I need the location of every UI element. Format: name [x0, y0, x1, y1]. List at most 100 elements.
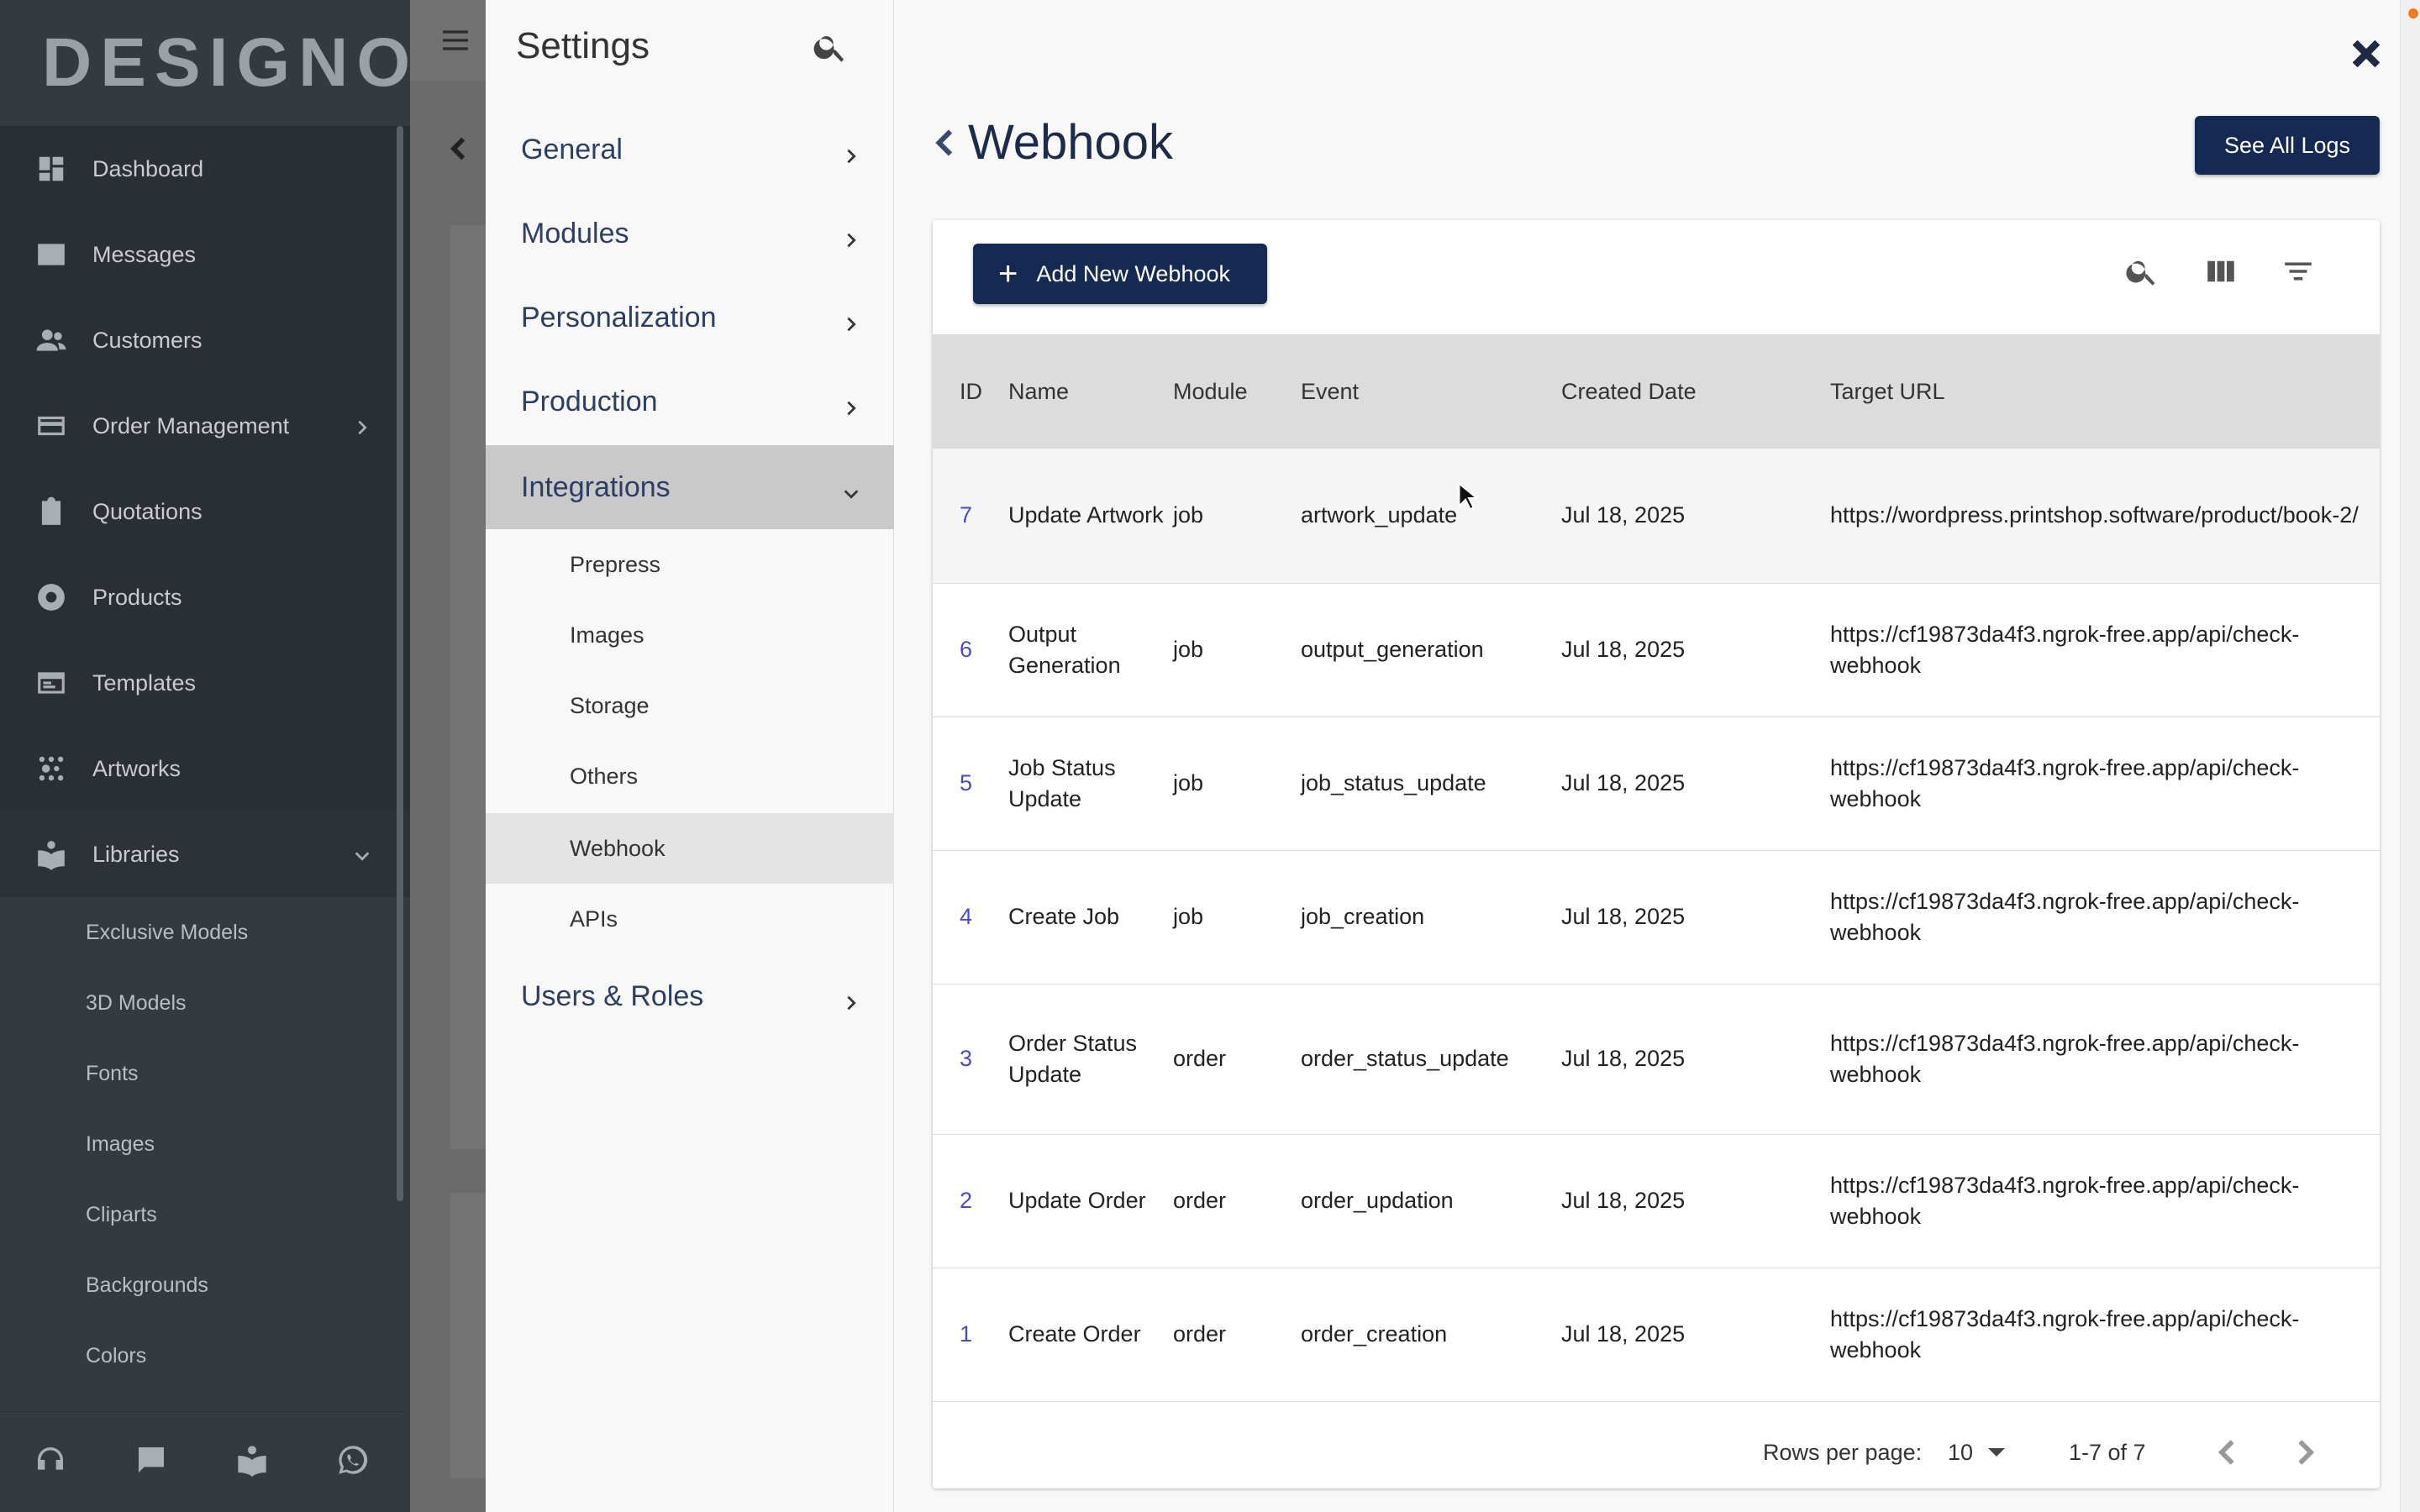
cell-created-date: Jul 18, 2025	[1561, 1188, 1686, 1213]
cell-target-url: https://cf19873da4f3.ngrok-free.app/api/…	[1830, 754, 2300, 811]
settings-subitem-images[interactable]: Images	[570, 622, 644, 648]
settings-item-modules[interactable]: Modules	[486, 192, 894, 276]
sidebar-item-dashboard[interactable]: Dashboard	[0, 126, 410, 212]
dashboard-icon	[35, 153, 67, 185]
settings-item-general[interactable]: General	[486, 108, 894, 192]
sidebar-item-quotations[interactable]: Quotations	[0, 469, 410, 554]
column-header-target-url[interactable]: Target URL	[1830, 378, 1945, 404]
sidebar-item-templates[interactable]: Templates	[0, 640, 410, 726]
settings-item-users-roles[interactable]: Users & Roles	[486, 954, 894, 1038]
previous-page-icon[interactable]	[2215, 1438, 2240, 1467]
settings-item-label: Modules	[521, 217, 629, 249]
table-row[interactable]: 2 Update Order order order_updation Jul …	[933, 1134, 2380, 1268]
sidebar-subitem-exclusive-models[interactable]: Exclusive Models	[86, 920, 249, 944]
headset-icon[interactable]	[34, 1443, 67, 1481]
sidebar-subitem-3d-models[interactable]: 3D Models	[86, 990, 187, 1015]
sidebar-subitem-colors[interactable]: Colors	[86, 1343, 147, 1368]
dropdown-caret-icon[interactable]	[1988, 1448, 2005, 1457]
settings-subitem-storage[interactable]: Storage	[570, 692, 650, 718]
pagination: Rows per page: 10 1-7 of 7	[933, 1416, 2380, 1488]
add-new-webhook-button[interactable]: + Add New Webhook	[973, 244, 1267, 304]
chevron-left-icon[interactable]	[445, 134, 479, 168]
notification-dot	[2408, 8, 2418, 18]
page-title: Webhook	[968, 115, 1173, 170]
back-chevron-icon[interactable]	[933, 128, 958, 158]
cell-created-date: Jul 18, 2025	[1561, 904, 1686, 929]
cell-module: job	[1173, 502, 1204, 528]
column-header-name[interactable]: Name	[1008, 378, 1070, 404]
cell-id[interactable]: 4	[960, 904, 973, 929]
cell-name: Update Artwork	[1008, 502, 1164, 528]
sidebar-item-messages[interactable]: Messages	[0, 212, 410, 297]
table-row[interactable]: 1 Create Order order order_creation Jul …	[933, 1268, 2380, 1401]
sidebar-item-label: Dashboard	[92, 155, 204, 181]
settings-item-production[interactable]: Production	[486, 360, 894, 444]
chevron-right-icon	[842, 224, 860, 248]
column-header-created-date[interactable]: Created Date	[1561, 378, 1697, 404]
see-all-logs-button[interactable]: See All Logs	[2195, 116, 2380, 175]
cell-event: order_status_update	[1301, 1046, 1509, 1071]
sidebar-subitem-fonts[interactable]: Fonts	[86, 1061, 139, 1085]
table-row[interactable]: 6 Output Generation job output_generatio…	[933, 583, 2380, 717]
columns-icon[interactable]	[2203, 254, 2238, 289]
book-icon[interactable]	[235, 1443, 269, 1481]
sidebar-scrollbar[interactable]	[397, 126, 403, 1201]
cell-target-url: https://cf19873da4f3.ngrok-free.app/api/…	[1830, 1305, 2300, 1362]
sidebar-item-order-management[interactable]: Order Management	[0, 383, 410, 469]
settings-item-label: Personalization	[521, 301, 717, 333]
settings-subitem-prepress[interactable]: Prepress	[570, 551, 661, 577]
table-row[interactable]: 7 Update Artwork job artwork_update Jul …	[933, 449, 2380, 583]
cell-id[interactable]: 1	[960, 1321, 973, 1347]
sidebar-subitem-images[interactable]: Images	[86, 1131, 155, 1156]
chat-icon[interactable]	[134, 1443, 168, 1481]
hamburger-menu-icon[interactable]	[437, 24, 487, 57]
settings-subitem-others[interactable]: Others	[570, 763, 639, 789]
libraries-icon	[35, 838, 67, 870]
table-row[interactable]: 3 Order Status Update order order_status…	[933, 984, 2380, 1134]
column-header-module[interactable]: Module	[1173, 378, 1248, 404]
cell-created-date: Jul 18, 2025	[1561, 1046, 1686, 1071]
settings-subitem-webhook[interactable]: Webhook	[486, 813, 894, 884]
table-row[interactable]: 5 Job Status Update job job_status_updat…	[933, 717, 2380, 850]
sidebar-subitem-cliparts[interactable]: Cliparts	[86, 1202, 157, 1226]
search-icon[interactable]	[2124, 254, 2160, 289]
settings-item-personalization[interactable]: Personalization	[486, 276, 894, 360]
sidebar-item-products[interactable]: Products	[0, 554, 410, 640]
cell-target-url: https://cf19873da4f3.ngrok-free.app/api/…	[1830, 1172, 2300, 1229]
chevron-right-icon	[842, 308, 860, 332]
search-icon[interactable]	[812, 29, 849, 66]
close-icon[interactable]	[2349, 37, 2383, 71]
cell-name: Create Order	[1008, 1321, 1141, 1347]
cell-id[interactable]: 7	[960, 502, 973, 528]
cell-id[interactable]: 5	[960, 770, 973, 795]
page-range: 1-7 of 7	[2069, 1439, 2146, 1465]
settings-item-integrations[interactable]: Integrations	[486, 445, 894, 529]
table-row[interactable]: 4 Create Job job job_creation Jul 18, 20…	[933, 850, 2380, 984]
next-page-icon[interactable]	[2292, 1438, 2317, 1467]
card-icon	[35, 410, 67, 442]
customers-icon	[35, 324, 67, 356]
sidebar-item-customers[interactable]: Customers	[0, 297, 410, 383]
cell-id[interactable]: 6	[960, 637, 973, 662]
cell-target-url: https://cf19873da4f3.ngrok-free.app/api/…	[1830, 621, 2300, 678]
rows-per-page-label: Rows per page:	[1763, 1439, 1923, 1465]
sidebar-item-label: Messages	[92, 241, 197, 267]
sidebar-item-artworks[interactable]: Artworks	[0, 726, 410, 811]
settings-subitem-apis[interactable]: APIs	[570, 906, 618, 932]
cell-event: order_updation	[1301, 1188, 1454, 1213]
sidebar-item-libraries[interactable]: Libraries	[0, 811, 410, 897]
chevron-down-icon	[842, 478, 860, 499]
rows-per-page-select[interactable]: 10	[1948, 1439, 1974, 1465]
settings-item-label: General	[521, 133, 623, 165]
sidebar-subitem-backgrounds[interactable]: Backgrounds	[86, 1273, 208, 1297]
cell-id[interactable]: 3	[960, 1046, 973, 1071]
column-header-event[interactable]: Event	[1301, 378, 1360, 404]
cell-name: Create Job	[1008, 904, 1120, 929]
filter-icon[interactable]	[2281, 254, 2316, 289]
page-scrollbar[interactable]	[2400, 0, 2420, 1512]
background-card	[450, 225, 486, 1149]
whatsapp-icon[interactable]	[336, 1443, 370, 1481]
cell-id[interactable]: 2	[960, 1188, 973, 1213]
cell-event: order_creation	[1301, 1321, 1448, 1347]
column-header-id[interactable]: ID	[960, 378, 982, 404]
